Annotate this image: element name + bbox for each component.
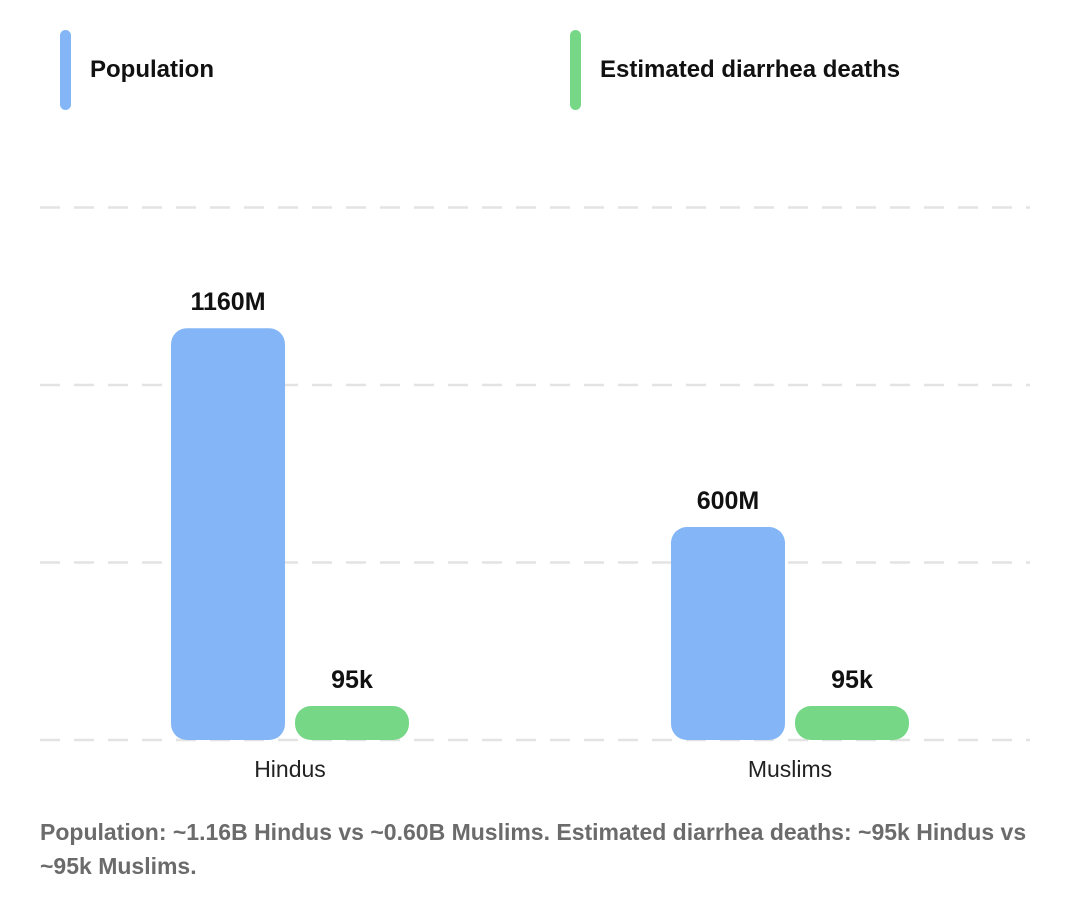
legend-swatch-deaths <box>570 30 581 110</box>
legend-swatch-population <box>60 30 71 110</box>
category-labels: Hindus Muslims <box>254 756 832 782</box>
chart-caption: Population: ~1.16B Hindus vs ~0.60B Musl… <box>40 819 1027 879</box>
data-labels: 1160M 95k 600M 95k <box>190 288 872 694</box>
category-label-muslims: Muslims <box>748 756 832 782</box>
bar-chart: 1160M 95k 600M 95k Hindus Muslims <box>40 206 1030 782</box>
bar-hindus-series-0 <box>171 328 285 740</box>
data-label-hindus-series-0: 1160M <box>190 288 265 316</box>
data-label-hindus-series-1: 95k <box>331 666 373 694</box>
data-label-muslims-series-1: 95k <box>831 666 873 694</box>
category-label-hindus: Hindus <box>254 756 326 782</box>
bar-muslims-series-1 <box>795 706 909 740</box>
chart-legend: Population Estimated diarrhea deaths <box>0 30 1080 112</box>
data-label-muslims-series-0: 600M <box>697 487 760 515</box>
bars <box>171 328 909 740</box>
legend-label-deaths: Estimated diarrhea deaths <box>600 56 901 83</box>
bar-muslims-series-0 <box>671 527 785 740</box>
bar-hindus-series-1 <box>295 706 409 740</box>
legend-label-population: Population <box>90 56 214 83</box>
